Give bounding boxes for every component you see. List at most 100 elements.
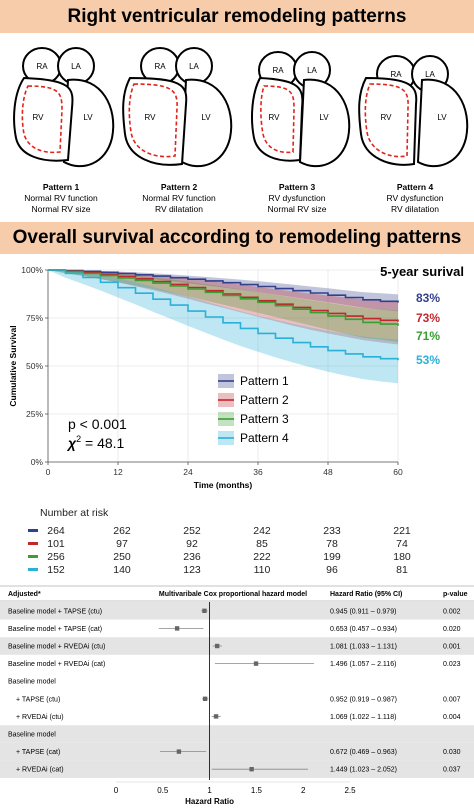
title-survival: Overall survival according to remodeling… (12, 227, 462, 248)
label-rv: RV (145, 113, 157, 122)
hr-point (176, 749, 182, 754)
risk-count: 81 (396, 564, 408, 576)
risk-count: 199 (323, 551, 341, 563)
forest-row-label: + TAPSE (cat) (16, 749, 60, 756)
risk-row-color-3 (28, 555, 38, 558)
right-ventricle (358, 76, 418, 166)
forest-hr-text: 0.653 (0.457 – 0.934) (330, 626, 397, 633)
risk-count: 140 (113, 564, 131, 576)
y-axis-title: Cumulative Survival (8, 325, 18, 406)
x-tick-label: 12 (113, 467, 123, 477)
label-ra: RA (390, 70, 402, 79)
forest-row-label: Baseline model + TAPSE (cat) (8, 626, 102, 633)
heart-diagram-pattern-2: RA LA RV LV (122, 47, 233, 167)
forest-row-label: Baseline model + RVEDAi (cat) (8, 661, 105, 668)
risk-count: 222 (253, 551, 271, 563)
ci-band-1 (48, 270, 398, 312)
forest-p-value: 0.004 (443, 714, 461, 721)
forest-header-model: Multivaribale Cox proportional hazard mo… (159, 591, 307, 598)
label-lv: LV (437, 113, 447, 122)
risk-row-color-4 (28, 568, 38, 571)
label-ra: RA (36, 62, 48, 71)
heart-diagram-pattern-1: RA LA RV LV (13, 47, 115, 167)
rv-dashed-outline (260, 85, 295, 154)
legend-label-1: Pattern 1 (240, 374, 289, 388)
forest-hr-text: 1.496 (1.057 – 2.116) (330, 661, 396, 668)
label-rv: RV (269, 113, 281, 122)
risk-count: 236 (183, 551, 201, 563)
risk-count: 250 (113, 551, 131, 563)
risk-count: 78 (326, 538, 338, 550)
risk-row-color-2 (28, 542, 38, 545)
forest-x-tick-label: 2 (301, 786, 306, 795)
forest-hr-text: 1.449 (1.023 – 2.052) (330, 767, 397, 774)
risk-row-color-1 (28, 529, 38, 532)
survival-line-4 (48, 269, 399, 361)
forest-row-label: Baseline model + TAPSE (ctu) (8, 608, 102, 615)
end-label-1: 83% (416, 291, 440, 305)
pattern-name: Pattern 3 (278, 182, 316, 192)
pattern-name: Pattern 4 (396, 182, 434, 192)
risk-count: 123 (183, 564, 201, 576)
x-tick-label: 36 (253, 467, 263, 477)
y-tick-label: 50% (26, 361, 43, 371)
pattern-label-4: Pattern 4 RV dysfunction RV dilatation (356, 182, 474, 215)
risk-table-title: Number at risk (40, 507, 109, 519)
risk-count: 252 (183, 525, 201, 537)
hr-point (214, 643, 220, 649)
forest-hr-text: 1.069 (1.022 – 1.118) (330, 714, 396, 721)
label-la: LA (425, 70, 435, 79)
forest-row-label: + TAPSE (ctu) (16, 696, 60, 703)
forest-header-p: p-value (443, 591, 468, 598)
forest-p-value: 0.023 (443, 661, 461, 668)
forest-p-value: 0.037 (443, 767, 461, 774)
forest-p-value: 0.020 (443, 626, 461, 633)
pattern-desc-2: RV dilatation (154, 204, 204, 214)
right-ventricle (13, 76, 74, 162)
survival-line-3 (48, 269, 399, 326)
forest-x-tick-label: 1 (207, 786, 212, 795)
forest-header-hr: Hazard Ratio (95% CI) (330, 591, 402, 598)
pattern-name: Pattern 2 (160, 182, 198, 192)
forest-x-axis-title: Hazard Ratio (185, 797, 234, 806)
pattern-desc-2: Normal RV size (31, 204, 91, 214)
label-lv: LV (319, 113, 329, 122)
forest-x-tick-label: 1.5 (251, 786, 263, 795)
risk-count: 110 (254, 564, 271, 576)
label-lv: LV (201, 113, 211, 122)
forest-row-label: + RVEDAi (ctu) (16, 714, 64, 721)
risk-count: 233 (323, 525, 341, 537)
heart-diagram-pattern-3: RA LA RV LV (251, 51, 351, 167)
risk-count: 242 (253, 525, 271, 537)
forest-p-value: 0.030 (443, 749, 461, 756)
label-rv: RV (33, 113, 45, 122)
pattern-label-2: Pattern 2 Normal RV function RV dilatation (120, 182, 238, 215)
risk-count: 85 (256, 538, 268, 550)
forest-header-adjusted: Adjusted* (8, 591, 41, 598)
pattern-desc-2: RV dilatation (390, 204, 440, 214)
pattern-desc-1: RV dysfunction (268, 193, 326, 203)
pattern-desc-1: Normal RV function (142, 193, 216, 203)
right-ventricle (122, 76, 188, 166)
risk-count: 92 (186, 538, 198, 550)
x-tick-label: 48 (323, 467, 333, 477)
survival-line-1 (48, 269, 399, 303)
ci-band-2 (48, 270, 398, 345)
rv-dashed-outline (128, 83, 178, 158)
y-tick-label: 75% (26, 313, 43, 323)
end-label-4: 53% (416, 353, 440, 367)
forest-plot: Adjusted* Multivaribale Cox proportional … (0, 585, 474, 806)
forest-row-bg (0, 602, 474, 620)
left-ventricle (180, 78, 233, 167)
end-label-2: 73% (416, 311, 440, 325)
risk-count: 262 (113, 525, 131, 537)
x-tick-label: 60 (393, 467, 403, 477)
forest-x-tick-label: 2.5 (344, 786, 356, 795)
forest-row-bg (0, 725, 474, 743)
forest-p-value: 0.002 (443, 608, 461, 615)
x-axis-title: Time (months) (194, 480, 253, 490)
y-tick-label: 100% (21, 265, 43, 275)
legend-label-4: Pattern 4 (240, 431, 289, 445)
risk-count: 101 (47, 538, 65, 550)
x-tick-label: 0 (46, 467, 51, 477)
